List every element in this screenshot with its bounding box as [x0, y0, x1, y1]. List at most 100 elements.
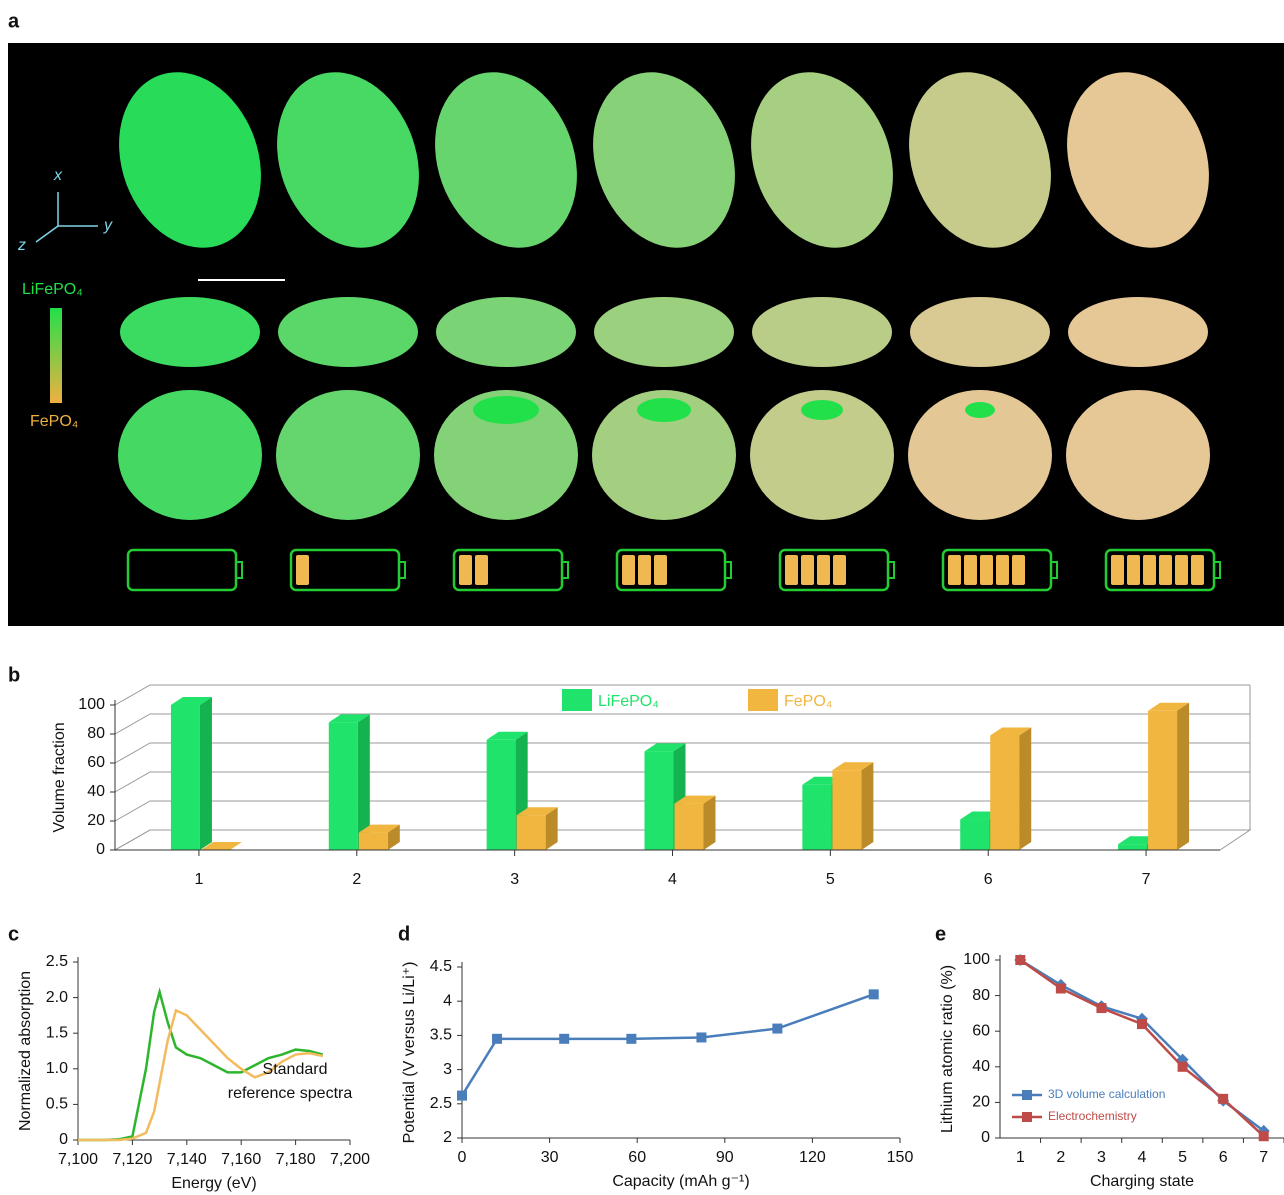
y-tick-label: 20: [87, 812, 105, 829]
bar: [675, 796, 716, 850]
particle-slice: [120, 297, 260, 367]
bar-front: [171, 705, 200, 850]
battery-cell: [1127, 555, 1140, 585]
y-tick-label: 2.5: [46, 953, 68, 970]
y-tick-label: 3: [443, 1061, 452, 1078]
y-tick-label: 40: [87, 783, 105, 800]
x-tick-label: 6: [984, 871, 993, 888]
battery-cell: [1191, 555, 1204, 585]
y-axis-title: Normalized absorption: [17, 971, 34, 1131]
x-tick-label: 1: [1016, 1149, 1025, 1166]
y-tick-label: 60: [87, 754, 105, 771]
y-tick-label: 2: [443, 1129, 452, 1146]
battery-cell: [638, 555, 651, 585]
x-tick-label: 5: [826, 871, 835, 888]
y-tick-label: 80: [972, 987, 990, 1004]
particle-slice: [1066, 390, 1210, 520]
bar-front: [329, 722, 358, 850]
x-tick-label: 2: [1056, 1149, 1065, 1166]
particle-slice: [276, 390, 420, 520]
x-tick-label: 90: [716, 1149, 734, 1166]
y-axis-title: Lithium atomic ratio (%): [939, 965, 956, 1133]
panel-letter: e: [935, 923, 946, 945]
bar-front: [832, 770, 861, 850]
color-bar: [50, 308, 62, 403]
y-tick-label: 40: [972, 1058, 990, 1075]
x-tick-label: 30: [541, 1149, 559, 1166]
legend-marker: [1022, 1112, 1032, 1122]
annotation: reference spectra: [228, 1085, 353, 1102]
bar: [517, 807, 558, 850]
y-tick-label: 1.5: [46, 1024, 68, 1041]
bar-side-shade: [1177, 703, 1189, 850]
y-tick-label: 0: [96, 841, 105, 858]
y-tick-label: 80: [87, 725, 105, 742]
battery-cell: [948, 555, 961, 585]
x-tick-label: 4: [668, 871, 677, 888]
x-axis-title: Capacity (mAh g⁻¹): [612, 1173, 749, 1190]
marker: [696, 1032, 706, 1042]
legend-marker: [1022, 1090, 1032, 1100]
marker: [1218, 1094, 1228, 1104]
y-tick-label: 100: [78, 696, 105, 713]
marker: [1096, 1003, 1106, 1013]
marker: [457, 1091, 467, 1101]
x-tick-label: 0: [458, 1149, 467, 1166]
legend-swatch: [562, 689, 592, 711]
y-tick-label: 0.5: [46, 1096, 68, 1113]
legend-label: 3D volume calculation: [1048, 1087, 1165, 1101]
y-tick-label: 3.5: [430, 1027, 452, 1044]
axis-label: z: [17, 237, 26, 254]
x-tick-label: 3: [510, 871, 519, 888]
bar-front: [802, 785, 831, 850]
x-tick-label: 150: [887, 1149, 914, 1166]
marker: [772, 1024, 782, 1034]
y-tick-label: 60: [972, 1022, 990, 1039]
axis-label: x: [53, 167, 63, 184]
battery-cell: [785, 555, 798, 585]
marker: [1137, 1019, 1147, 1029]
bar-side-shade: [200, 697, 212, 850]
legend-label: FePO₄: [784, 693, 832, 710]
marker: [559, 1034, 569, 1044]
marker: [1178, 1062, 1188, 1072]
particle-slice: [594, 297, 734, 367]
x-tick-label: 120: [799, 1149, 826, 1166]
x-tick-label: 4: [1138, 1149, 1147, 1166]
battery-cell: [833, 555, 846, 585]
legend-label: Electrochemistry: [1048, 1109, 1137, 1123]
x-tick-label: 7: [1142, 871, 1151, 888]
axis-label: y: [103, 217, 113, 234]
x-tick-label: 2: [352, 871, 361, 888]
bar-front: [645, 751, 674, 850]
particle-slice: [118, 390, 262, 520]
legend-label: LiFePO₄: [598, 693, 659, 710]
x-axis-title: Energy (eV): [171, 1175, 256, 1192]
bar: [171, 697, 212, 850]
battery-cell: [654, 555, 667, 585]
x-tick-label: 7,180: [276, 1151, 316, 1168]
marker: [492, 1034, 502, 1044]
bar: [990, 727, 1031, 850]
y-tick-label: 4: [443, 992, 452, 1009]
battery-cell: [1175, 555, 1188, 585]
particle-slice: [910, 297, 1050, 367]
marker: [1015, 955, 1025, 965]
bar-front: [359, 833, 388, 850]
x-tick-label: 7,200: [330, 1151, 370, 1168]
annotation: Standard: [263, 1061, 328, 1078]
y-tick-label: 2.0: [46, 989, 68, 1006]
grid-line: [115, 685, 1250, 705]
panel-letter: c: [8, 923, 19, 945]
battery-cell: [459, 555, 472, 585]
figure: a x y z LiFePO₄ FePO₄ b020406080100Volum…: [0, 0, 1284, 1195]
marker: [1259, 1131, 1269, 1141]
particle-slice: [278, 297, 418, 367]
y-tick-label: 1.0: [46, 1060, 68, 1077]
particle-slice: [1068, 297, 1208, 367]
particle-slice: [752, 297, 892, 367]
battery-cell: [1143, 555, 1156, 585]
bar-front: [517, 815, 546, 850]
y-tick-label: 100: [963, 951, 990, 968]
battery-cell: [980, 555, 993, 585]
